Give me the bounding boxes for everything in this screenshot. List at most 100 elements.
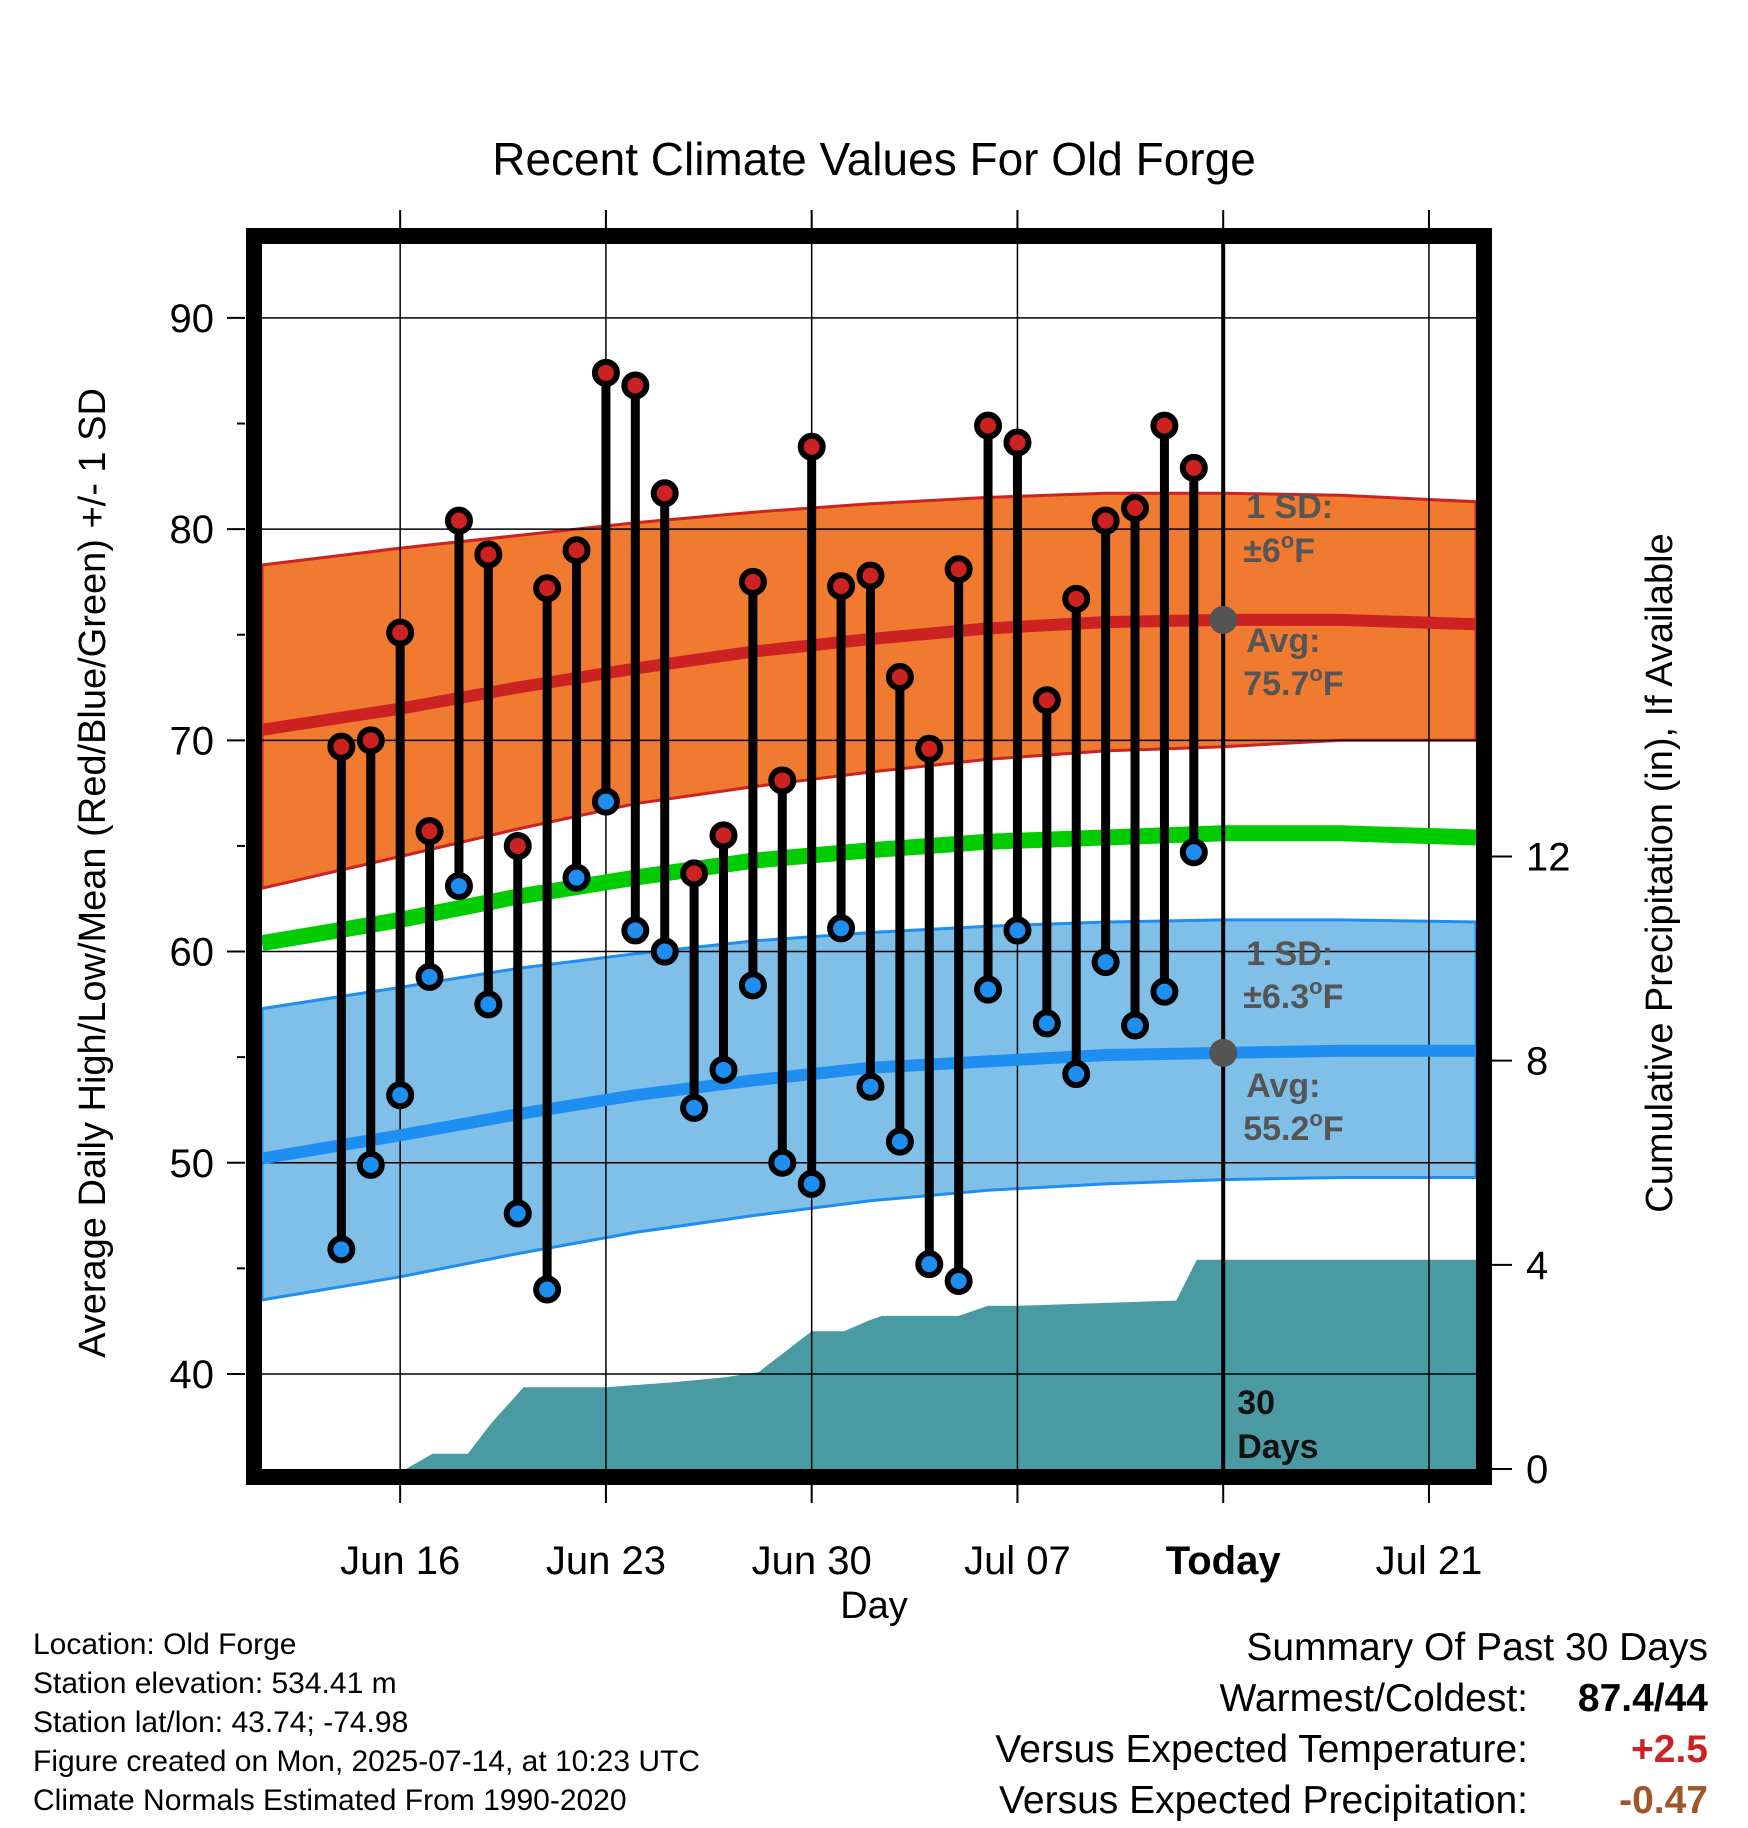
daily-high-marker <box>827 572 856 601</box>
daily-low-marker <box>562 863 591 892</box>
y2-axis-title: Cumulative Precipitation (in), If Availa… <box>1639 533 1681 1212</box>
period-annotation-line2: Days <box>1237 1428 1318 1466</box>
daily-high-marker <box>621 371 650 400</box>
x-tick-label: Jun 16 <box>340 1539 460 1583</box>
low-sd-annotation-line1: 1 SD: <box>1246 935 1333 973</box>
daily-high-marker <box>856 561 885 590</box>
high-sd-annotation-line2: ±6oF <box>1243 528 1315 570</box>
x-tick-label: Jul 21 <box>1376 1539 1483 1583</box>
summary-panel: Summary Of Past 30 Days Warmest/Coldest:… <box>995 1622 1708 1826</box>
y2-tick-label: 12 <box>1526 836 1571 880</box>
daily-low-marker <box>1003 916 1032 945</box>
daily-low-marker <box>1150 977 1179 1006</box>
y-tick-label: 50 <box>170 1142 215 1186</box>
daily-high-marker <box>503 831 532 860</box>
daily-low-marker <box>591 787 620 816</box>
warmest-label: Warmest/Coldest: <box>1219 1677 1528 1720</box>
today-low-avg-marker <box>1209 1038 1238 1067</box>
daily-high-marker <box>386 618 415 647</box>
daily-low-marker <box>533 1275 562 1304</box>
normals-text: Climate Normals Estimated From 1990-2020 <box>33 1784 627 1817</box>
daily-high-marker <box>1003 428 1032 457</box>
daily-low-marker <box>356 1150 385 1179</box>
x-tick-label: Jun 30 <box>752 1539 872 1583</box>
temp-value: +2.5 <box>1631 1728 1708 1771</box>
x-axis-title: Day <box>840 1585 908 1627</box>
y2-tick-label: 0 <box>1526 1448 1548 1492</box>
daily-high-marker <box>738 567 767 596</box>
created-text: Figure created on Mon, 2025-07-14, at 10… <box>33 1745 701 1778</box>
daily-low-marker <box>1091 948 1120 977</box>
daily-low-marker <box>944 1267 973 1296</box>
daily-high-marker <box>1091 506 1120 535</box>
daily-low-marker <box>885 1127 914 1156</box>
low-avg-annotation-line1: Avg: <box>1246 1067 1320 1105</box>
low-sd-annotation-line2: ±6.3oF <box>1243 974 1343 1016</box>
daily-low-marker <box>1121 1011 1150 1040</box>
daily-low-marker <box>327 1235 356 1264</box>
daily-high-marker <box>415 817 444 846</box>
plot-frame <box>246 228 1492 1485</box>
daily-high-marker <box>1062 584 1091 613</box>
latlon-text: Station lat/lon: 43.74; -74.98 <box>33 1706 409 1739</box>
daily-low-marker <box>444 872 473 901</box>
temp-label: Versus Expected Temperature: <box>995 1728 1528 1771</box>
daily-low-marker <box>797 1169 826 1198</box>
daily-low-marker <box>1062 1060 1091 1089</box>
precip-label: Versus Expected Precipitation: <box>999 1779 1528 1822</box>
daily-high-marker <box>768 766 797 795</box>
daily-high-marker <box>709 821 738 850</box>
high-avg-annotation-line1: Avg: <box>1246 622 1320 660</box>
station-info: Location: Old Forge Station elevation: 5… <box>33 1625 700 1820</box>
daily-low-marker <box>709 1055 738 1084</box>
high-sd-annotation-line1: 1 SD: <box>1246 488 1333 526</box>
location-text: Location: Old Forge <box>33 1628 297 1661</box>
climate-chart: Recent Climate Values For Old Forge 1 SD… <box>72 133 1681 1627</box>
y2-tick-label: 8 <box>1526 1040 1548 1084</box>
precip-value: -0.47 <box>1619 1779 1708 1822</box>
y-tick-label: 60 <box>170 931 215 975</box>
daily-low-marker <box>386 1081 415 1110</box>
daily-high-marker <box>915 734 944 763</box>
daily-low-marker <box>415 962 444 991</box>
daily-low-marker <box>621 916 650 945</box>
daily-high-marker <box>944 555 973 584</box>
x-tick-label: Jun 23 <box>546 1539 666 1583</box>
daily-low-marker <box>680 1093 709 1122</box>
period-annotation-line1: 30 <box>1237 1384 1275 1422</box>
daily-low-marker <box>1032 1009 1061 1038</box>
y2-tick-label: 4 <box>1526 1244 1548 1288</box>
y-tick-label: 70 <box>170 719 215 763</box>
daily-high-marker <box>533 574 562 603</box>
daily-high-marker <box>885 662 914 691</box>
elevation-text: Station elevation: 534.41 m <box>33 1667 397 1700</box>
summary-heading: Summary Of Past 30 Days <box>1246 1626 1708 1669</box>
daily-low-marker <box>503 1199 532 1228</box>
daily-high-marker <box>974 411 1003 440</box>
y-axis-title: Average Daily High/Low/Mean (Red/Blue/Gr… <box>72 388 114 1358</box>
daily-high-marker <box>562 536 591 565</box>
daily-high-marker <box>591 358 620 387</box>
daily-low-marker <box>856 1072 885 1101</box>
daily-low-marker <box>974 975 1003 1004</box>
x-tick-label: Today <box>1166 1539 1282 1583</box>
y-tick-label: 80 <box>170 508 215 552</box>
daily-high-marker <box>327 732 356 761</box>
low-avg-annotation-line2: 55.2oF <box>1243 1106 1343 1148</box>
today-high-avg-marker <box>1209 605 1238 634</box>
daily-low-marker <box>915 1250 944 1279</box>
high-avg-annotation-line2: 75.7oF <box>1243 661 1343 703</box>
daily-high-marker <box>444 506 473 535</box>
precipitation-area <box>406 1259 1476 1469</box>
daily-high-marker <box>356 726 385 755</box>
daily-high-marker <box>1121 494 1150 523</box>
daily-high-marker <box>680 859 709 888</box>
daily-high-marker <box>474 540 503 569</box>
y-tick-label: 90 <box>170 297 215 341</box>
daily-high-marker <box>1150 411 1179 440</box>
daily-high-marker <box>1179 453 1208 482</box>
daily-low-marker <box>738 971 767 1000</box>
daily-high-marker <box>797 432 826 461</box>
x-tick-label: Jul 07 <box>964 1539 1071 1583</box>
chart-title: Recent Climate Values For Old Forge <box>492 133 1256 185</box>
